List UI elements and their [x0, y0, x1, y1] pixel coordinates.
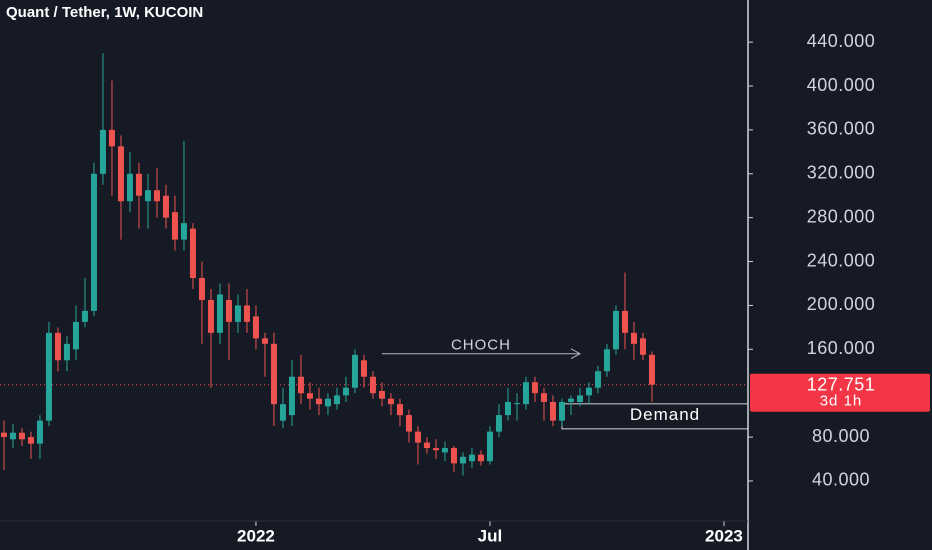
- candle-body: [63, 343, 70, 361]
- candle-body: [18, 432, 25, 440]
- candle-body: [522, 382, 529, 405]
- y-tick-label: 320.000: [807, 163, 876, 183]
- candle-body: [405, 415, 412, 432]
- candle-body: [162, 195, 169, 218]
- candle-body: [387, 398, 394, 405]
- candle-body: [144, 190, 151, 202]
- y-tick-label: 80.000: [812, 426, 870, 446]
- candle-body: [576, 395, 583, 402]
- last-price-label: 127.751: [807, 374, 876, 394]
- candle-body: [567, 398, 574, 402]
- candle-body: [648, 354, 655, 385]
- candle-body: [504, 401, 511, 416]
- candle-body: [630, 332, 637, 344]
- candle-body: [270, 343, 277, 405]
- candle-body: [558, 401, 565, 421]
- demand-label: Demand: [630, 405, 700, 424]
- candle-body: [90, 173, 97, 311]
- candle-body: [279, 404, 286, 421]
- candle-body: [72, 321, 79, 350]
- candle-body: [432, 448, 439, 451]
- y-tick-label: 200.000: [807, 294, 876, 314]
- choch-arrowhead: [570, 348, 581, 360]
- candle-body: [612, 310, 619, 350]
- candle-body: [441, 448, 448, 453]
- y-tick-label: 40.000: [812, 470, 870, 490]
- candle-body: [234, 305, 241, 322]
- x-tick-label: Jul: [478, 526, 503, 545]
- candle-body: [414, 431, 421, 443]
- candle-body: [315, 398, 322, 405]
- candle-body: [135, 173, 142, 196]
- candle-body: [99, 129, 106, 174]
- candle-body: [621, 310, 628, 333]
- candle-body: [531, 382, 538, 394]
- x-tick-label: 2022: [237, 526, 275, 545]
- choch-label: CHOCH: [451, 337, 511, 354]
- candle-body: [36, 420, 43, 444]
- candle-body: [108, 129, 115, 147]
- candle-body: [288, 376, 295, 416]
- y-tick-label: 240.000: [807, 250, 876, 270]
- y-tick-label: 360.000: [807, 119, 876, 139]
- candle-body: [27, 437, 34, 444]
- candle-body: [198, 277, 205, 300]
- y-tick-label: 440.000: [807, 31, 876, 51]
- candle-body: [486, 431, 493, 462]
- candle-body: [243, 305, 250, 322]
- candle-body: [603, 349, 610, 372]
- candle-body: [639, 338, 646, 355]
- candle-body: [81, 310, 88, 322]
- candle-body: [333, 395, 340, 405]
- candle-body: [9, 432, 16, 440]
- candle-body: [225, 299, 232, 322]
- x-tick-label: 2023: [705, 526, 743, 545]
- candle-body: [549, 401, 556, 421]
- candle-body: [297, 376, 304, 394]
- candle-body: [459, 456, 466, 464]
- candle-body: [0, 432, 7, 438]
- candle-body: [153, 190, 160, 202]
- candle-body: [261, 338, 268, 344]
- candle-body: [594, 371, 601, 388]
- y-tick-label: 400.000: [807, 75, 876, 95]
- candle-body: [45, 332, 52, 421]
- candle-body: [468, 454, 475, 462]
- y-tick-label: 160.000: [807, 338, 876, 358]
- candle-body: [477, 454, 484, 462]
- candle-body: [54, 332, 61, 361]
- candle-body: [342, 387, 349, 396]
- candle-body: [351, 354, 358, 388]
- candle-body: [306, 393, 313, 399]
- candle-body: [252, 316, 259, 339]
- candle-body: [207, 299, 214, 333]
- candle-body: [396, 404, 403, 416]
- candle-body: [513, 403, 520, 405]
- candle-body: [126, 173, 133, 202]
- candle-body: [180, 223, 187, 240]
- y-tick-label: 280.000: [807, 206, 876, 226]
- candle-body: [378, 390, 385, 399]
- plot-area: 2022 Jul 2023 CHOCH Demand: [0, 53, 748, 545]
- candle-body: [360, 360, 367, 377]
- candle-body: [324, 398, 331, 407]
- chart-title: Quant / Tether, 1W, KUCOIN: [6, 4, 203, 21]
- candle-body: [423, 442, 430, 449]
- candle-body: [369, 376, 376, 394]
- candle-body: [450, 448, 457, 464]
- candle-body: [585, 387, 592, 396]
- candle-body: [495, 415, 502, 432]
- countdown-label: 3d 1h: [820, 393, 863, 410]
- candle-body: [189, 228, 196, 278]
- candle-body: [540, 393, 547, 402]
- candle-body: [171, 212, 178, 240]
- last-price-box: [750, 373, 930, 412]
- candle-body: [216, 294, 223, 333]
- candle-body: [117, 146, 124, 202]
